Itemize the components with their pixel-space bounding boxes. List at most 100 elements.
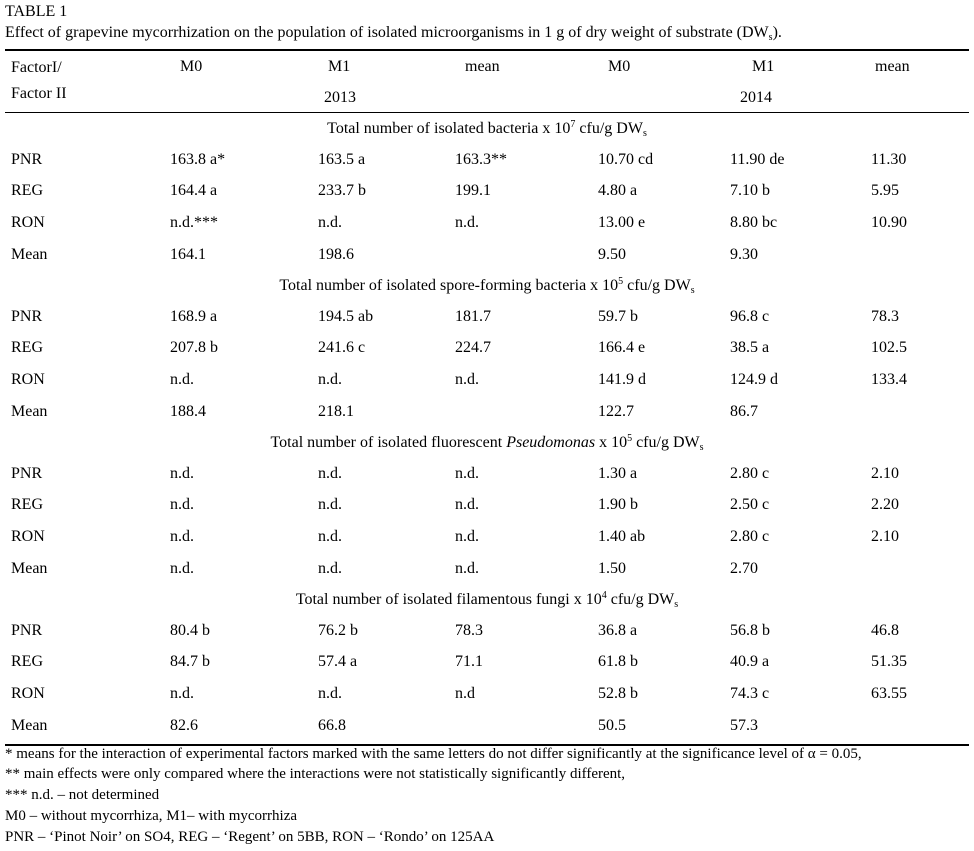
table-cell: 1.30 a xyxy=(598,465,638,482)
row-label: Mean xyxy=(11,560,48,577)
table-cell: 56.8 b xyxy=(730,622,770,639)
row-label: REG xyxy=(11,339,43,356)
section-title-text: Total number of isolated spore-forming b… xyxy=(279,277,619,294)
caption-subscript: s xyxy=(768,32,773,43)
section-title-unit: cfu/g DW xyxy=(623,277,691,294)
section-title-superscript: 5 xyxy=(618,276,624,287)
row-label: PNR xyxy=(11,308,43,325)
table-cell: 57.4 a xyxy=(318,653,358,670)
table-cell: n.d. xyxy=(318,214,342,231)
caption-end: ). xyxy=(772,24,782,41)
section-title-subscript: s xyxy=(699,442,704,453)
row-label: RON xyxy=(11,371,45,388)
table-cell: 84.7 b xyxy=(170,653,210,670)
section-title-text: Total number of isolated fluorescent xyxy=(270,434,507,451)
table-cell: 188.4 xyxy=(170,403,206,420)
table-cell: 10.70 cd xyxy=(598,151,654,168)
table-cell: 82.6 xyxy=(170,717,198,734)
section-title: Total number of isolated bacteria x 107 … xyxy=(0,119,974,139)
table-cell: n.d. xyxy=(455,496,479,513)
table-cell: 50.5 xyxy=(598,717,626,734)
table-cell: 2.50 c xyxy=(730,496,770,513)
row-label: RON xyxy=(11,685,45,702)
table-cell: n.d. xyxy=(170,371,194,388)
row-label: Mean xyxy=(11,717,48,734)
footnote-1: * means for the interaction of experimen… xyxy=(5,746,862,762)
table-cell: 76.2 b xyxy=(318,622,358,639)
table-cell: n.d. xyxy=(455,465,479,482)
section-title-text: Total number of isolated filamentous fun… xyxy=(295,591,602,608)
footnote-5: PNR – ‘Pinot Noir’ on SO4, REG – ‘Regent… xyxy=(5,829,495,845)
header-col-mean-2013: mean xyxy=(465,58,500,75)
section-title-mid: x 10 xyxy=(595,434,628,451)
section-title: Total number of isolated spore-forming b… xyxy=(0,276,974,296)
section-title-unit: cfu/g DW xyxy=(606,591,675,608)
table-cell: 46.8 xyxy=(871,622,899,639)
table-cell: 164.4 a xyxy=(170,182,218,199)
row-label: PNR xyxy=(11,465,43,482)
table-cell: 163.8 a* xyxy=(170,151,226,168)
row-label: Mean xyxy=(11,403,48,420)
table-cell: n.d. xyxy=(318,528,342,545)
row-label: RON xyxy=(11,214,45,231)
table-cell: 168.9 a xyxy=(170,308,218,325)
row-label: PNR xyxy=(11,622,43,639)
table-cell: 163.5 a xyxy=(318,151,366,168)
table-cell: n.d. xyxy=(318,371,342,388)
table-cell: 166.4 e xyxy=(598,339,646,356)
table-label: TABLE 1 xyxy=(5,3,68,20)
header-year-2013: 2013 xyxy=(324,89,356,106)
header-factor-line1: FactorI/ xyxy=(11,59,62,76)
header-rule xyxy=(5,112,969,113)
section-title-superscript: 7 xyxy=(570,119,576,130)
table-cell: n.d. xyxy=(170,685,194,702)
footnote-2: ** main effects were only compared where… xyxy=(5,766,626,782)
top-rule xyxy=(5,49,969,51)
header-factor-line2: Factor II xyxy=(11,85,67,102)
section-title-unit: cfu/g DW xyxy=(632,434,700,451)
footnote-4: M0 – without mycorrhiza, M1– with mycorr… xyxy=(5,808,298,824)
table-cell: 122.7 xyxy=(598,403,634,420)
row-label: RON xyxy=(11,528,45,545)
header-col-m0-2013: M0 xyxy=(180,58,203,75)
table-cell: 164.1 xyxy=(170,246,206,263)
table-cell: 51.35 xyxy=(871,653,907,670)
table-cell: 124.9 d xyxy=(730,371,778,388)
table-cell: 1.90 b xyxy=(598,496,638,513)
table-cell: 141.9 d xyxy=(598,371,646,388)
table-cell: 8.80 bc xyxy=(730,214,778,231)
table-cell: n.d.*** xyxy=(170,214,218,231)
table-cell: 9.30 xyxy=(730,246,758,263)
table-cell: n.d xyxy=(455,685,475,702)
bottom-rule xyxy=(5,744,969,746)
table-cell: 2.70 xyxy=(730,560,758,577)
header-col-m1-2014: M1 xyxy=(752,58,775,75)
header-col-mean-2014: mean xyxy=(875,58,910,75)
caption-text: Effect of grapevine mycorrhization on th… xyxy=(5,24,769,41)
table-cell: 74.3 c xyxy=(730,685,770,702)
table-cell: 40.9 a xyxy=(730,653,770,670)
row-label: Mean xyxy=(11,246,48,263)
table-cell: 5.95 xyxy=(871,182,899,199)
table-cell: n.d. xyxy=(318,465,342,482)
table-cell: n.d. xyxy=(455,214,479,231)
table-cell: n.d. xyxy=(318,560,342,577)
table-cell: n.d. xyxy=(170,465,194,482)
footnote-3: *** n.d. – not determined xyxy=(5,787,160,803)
table-cell: n.d. xyxy=(170,496,194,513)
table-cell: 4.80 a xyxy=(598,182,638,199)
table-cell: 1.40 ab xyxy=(598,528,646,545)
table-cell: 38.5 a xyxy=(730,339,770,356)
section-title-subscript: s xyxy=(674,599,679,610)
table-cell: 11.90 de xyxy=(730,151,785,168)
table-cell: 78.3 xyxy=(871,308,899,325)
table-cell: 199.1 xyxy=(455,182,491,199)
table-cell: n.d. xyxy=(455,528,479,545)
header-year-2014: 2014 xyxy=(740,89,772,106)
table-cell: 66.8 xyxy=(318,717,346,734)
table-cell: 80.4 b xyxy=(170,622,210,639)
table-cell: 163.3** xyxy=(455,151,507,168)
row-label: PNR xyxy=(11,151,43,168)
table-cell: 241.6 c xyxy=(318,339,366,356)
table-cell: 1.50 xyxy=(598,560,626,577)
